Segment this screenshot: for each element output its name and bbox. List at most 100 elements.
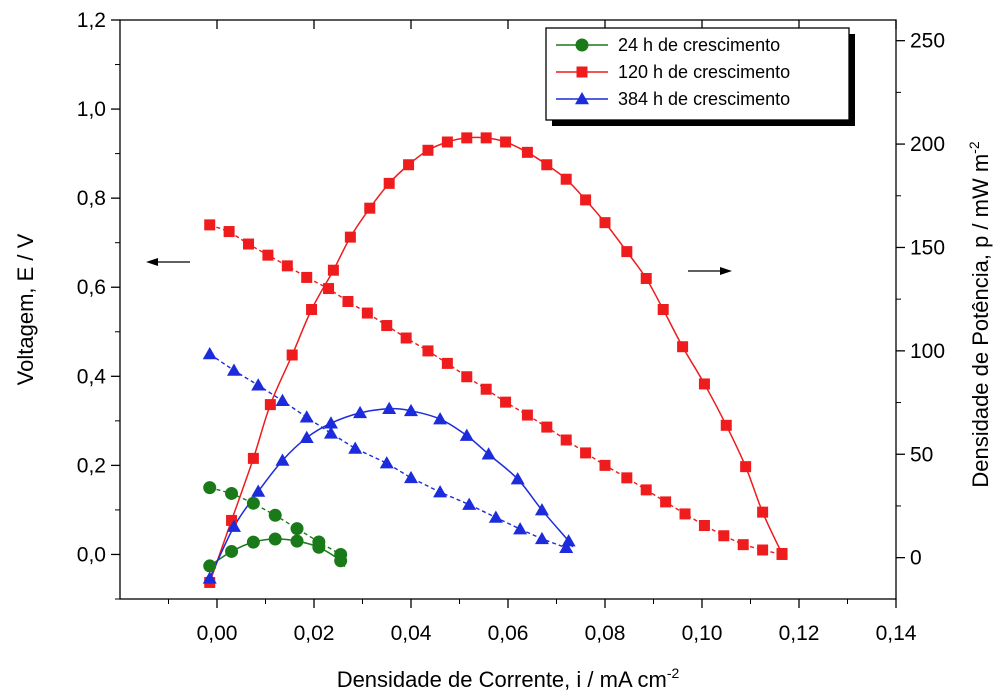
power-point-120-h-de-crescimento-16 xyxy=(521,146,533,158)
voltage-point-384-h-de-crescimento-1 xyxy=(226,363,241,376)
voltage-point-384-h-de-crescimento-3 xyxy=(275,393,290,407)
voltage-point-384-h-de-crescimento-10 xyxy=(462,497,477,510)
power-point-384-h-de-crescimento-0 xyxy=(202,571,217,584)
power-point-120-h-de-crescimento-9 xyxy=(383,177,395,189)
power-point-120-h-de-crescimento-21 xyxy=(621,246,633,258)
power-point-384-h-de-crescimento-2 xyxy=(251,484,266,497)
voltage-point-120-h-de-crescimento-28 xyxy=(757,544,769,556)
voltage-point-120-h-de-crescimento-25 xyxy=(698,520,710,532)
voltage-point-384-h-de-crescimento-6 xyxy=(348,441,363,454)
voltage-point-120-h-de-crescimento-21 xyxy=(621,472,633,484)
power-point-120-h-de-crescimento-22 xyxy=(640,272,652,284)
voltage-point-384-h-de-crescimento-14 xyxy=(559,540,574,554)
power-point-384-h-de-crescimento-8 xyxy=(404,403,418,417)
voltage-point-120-h-de-crescimento-14 xyxy=(480,383,492,395)
legend-box xyxy=(545,27,850,121)
voltage-point-384-h-de-crescimento-11 xyxy=(488,510,503,523)
power-point-384-h-de-crescimento-12 xyxy=(510,472,525,485)
voltage-point-384-h-de-crescimento-9 xyxy=(433,485,448,498)
power-point-120-h-de-crescimento-23 xyxy=(657,304,669,315)
legend-label-384-h-de-crescimento: 384 h de crescimento xyxy=(618,89,790,109)
y-right-tick-label-1: 50 xyxy=(910,443,933,466)
voltage-point-120-h-de-crescimento-20 xyxy=(599,459,611,471)
legend-marker-120-h-de-crescimento xyxy=(576,66,588,78)
power-point-120-h-de-crescimento-17 xyxy=(541,159,553,171)
voltage-point-384-h-de-crescimento-2 xyxy=(251,378,266,391)
x-tick-label-4: 0,08 xyxy=(585,622,626,645)
axes-layer: 0,00 0,02 0,04 0,06 0,08 0,10 0,12 0,14 0,0 0,2 0,… xyxy=(13,9,993,692)
power-point-120-h-de-crescimento-14 xyxy=(480,132,492,144)
power-point-120-h-de-crescimento-11 xyxy=(422,144,434,156)
voltage-point-120-h-de-crescimento-18 xyxy=(560,434,572,446)
power-point-120-h-de-crescimento-26 xyxy=(720,419,732,431)
voltage-point-120-h-de-crescimento-9 xyxy=(381,320,393,332)
y-left-tick-label-5: 1,0 xyxy=(77,98,106,121)
power-point-384-h-de-crescimento-1 xyxy=(226,519,241,532)
legend-layer: 24 h de crescimento 120 h de crescimento 3… xyxy=(545,27,855,126)
voltage-point-24-h-de-crescimento-4 xyxy=(290,522,304,536)
y-right-tick-label-3: 150 xyxy=(910,236,945,259)
arrow-right-head xyxy=(720,267,732,275)
voltage-point-120-h-de-crescimento-1 xyxy=(223,226,235,238)
voltage-point-384-h-de-crescimento-8 xyxy=(404,470,418,484)
power-point-120-h-de-crescimento-29 xyxy=(776,548,788,560)
y-right-axis-title: Densidade de Potência, p / mW m-2 xyxy=(966,141,993,487)
legend-marker-24-h-de-crescimento xyxy=(575,38,589,52)
power-point-120-h-de-crescimento-5 xyxy=(306,304,318,315)
y-right-tick-label-2: 100 xyxy=(910,340,945,363)
power-point-120-h-de-crescimento-7 xyxy=(344,231,356,243)
power-point-384-h-de-crescimento-9 xyxy=(433,412,448,425)
voltage-point-120-h-de-crescimento-7 xyxy=(342,295,354,307)
x-axis-title: Densidade de Corrente, i / mA cm-2 xyxy=(337,665,680,692)
voltage-point-120-h-de-crescimento-2 xyxy=(243,238,255,250)
voltage-point-24-h-de-crescimento-0 xyxy=(203,481,217,495)
y-right-axis-title-superscript: -2 xyxy=(966,141,982,154)
voltage-point-120-h-de-crescimento-10 xyxy=(400,332,412,344)
power-point-24-h-de-crescimento-1 xyxy=(225,544,239,558)
y-left-tick-label-6: 1,2 xyxy=(77,9,106,32)
power-point-24-h-de-crescimento-5 xyxy=(312,540,326,554)
power-point-120-h-de-crescimento-2 xyxy=(247,452,259,464)
voltage-point-120-h-de-crescimento-16 xyxy=(521,409,533,421)
power-point-120-h-de-crescimento-10 xyxy=(403,159,415,171)
power-point-120-h-de-crescimento-6 xyxy=(327,264,339,276)
power-point-24-h-de-crescimento-0 xyxy=(203,559,217,573)
power-point-120-h-de-crescimento-15 xyxy=(500,136,512,148)
power-point-384-h-de-crescimento-14 xyxy=(561,534,576,547)
voltage-point-120-h-de-crescimento-6 xyxy=(323,283,335,295)
power-point-24-h-de-crescimento-3 xyxy=(268,532,282,546)
power-point-120-h-de-crescimento-4 xyxy=(286,349,298,361)
voltage-point-120-h-de-crescimento-27 xyxy=(737,539,749,551)
y-left-tick-label-1: 0,2 xyxy=(77,454,106,477)
y-right-tick-label-0: 0 xyxy=(910,547,922,570)
voltage-point-384-h-de-crescimento-12 xyxy=(513,522,528,535)
voltage-point-384-h-de-crescimento-5 xyxy=(323,426,338,439)
power-point-24-h-de-crescimento-4 xyxy=(290,534,304,548)
power-point-120-h-de-crescimento-24 xyxy=(677,341,689,353)
y-right-tick-label-4: 200 xyxy=(910,133,945,156)
y-left-tick-label-0: 0,0 xyxy=(77,543,106,566)
x-tick-label-6: 0,12 xyxy=(779,622,820,645)
y-left-tick-label-3: 0,6 xyxy=(77,276,106,299)
power-point-384-h-de-crescimento-3 xyxy=(275,453,290,466)
power-point-384-h-de-crescimento-6 xyxy=(353,405,368,419)
power-curve-384-h-de-crescimento xyxy=(209,407,574,579)
voltage-point-120-h-de-crescimento-26 xyxy=(718,530,730,542)
x-tick-label-5: 0,10 xyxy=(682,622,723,645)
power-point-120-h-de-crescimento-19 xyxy=(580,194,592,206)
voltage-point-120-h-de-crescimento-24 xyxy=(679,508,691,520)
x-tick-label-7: 0,14 xyxy=(876,622,917,645)
voltage-point-24-h-de-crescimento-1 xyxy=(225,486,239,500)
voltage-point-120-h-de-crescimento-4 xyxy=(281,260,293,272)
x-tick-label-0: 0,00 xyxy=(197,622,238,645)
voltage-point-120-h-de-crescimento-19 xyxy=(580,447,592,459)
voltage-point-120-h-de-crescimento-11 xyxy=(422,345,434,357)
voltage-point-120-h-de-crescimento-8 xyxy=(361,307,373,319)
y-left-axis-title: Voltagem, E / V xyxy=(13,233,38,385)
voltage-point-120-h-de-crescimento-12 xyxy=(441,357,453,369)
voltage-point-120-h-de-crescimento-3 xyxy=(262,249,274,261)
legend-label-120-h-de-crescimento: 120 h de crescimento xyxy=(618,62,790,82)
x-tick-label-1: 0,02 xyxy=(294,622,335,645)
voltage-point-24-h-de-crescimento-3 xyxy=(268,508,282,522)
power-point-384-h-de-crescimento-4 xyxy=(299,430,314,443)
